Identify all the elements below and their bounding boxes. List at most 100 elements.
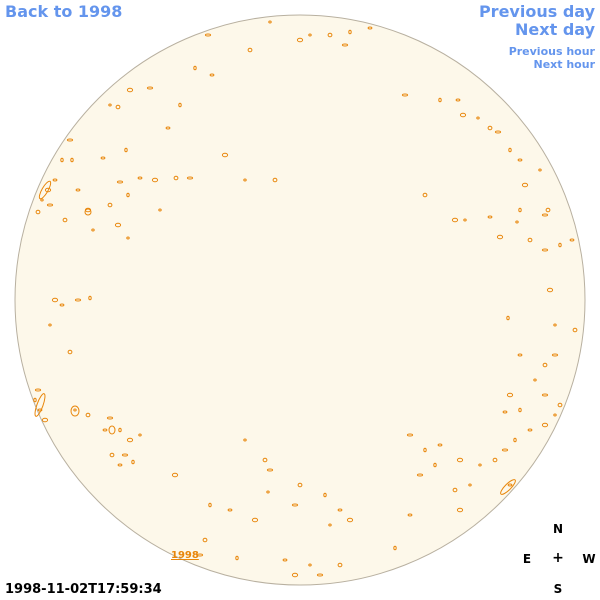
- next-hour-link[interactable]: Next hour: [533, 58, 596, 71]
- contour-blob: [367, 26, 373, 30]
- contour-blob: [221, 152, 229, 158]
- contour-blob: [243, 438, 247, 442]
- contour-blob: [323, 492, 327, 498]
- contour-blob: [146, 86, 154, 90]
- contour-blob: [508, 147, 512, 153]
- contour-blob: [73, 408, 77, 412]
- contour-blob: [131, 459, 135, 465]
- contour-blob: [541, 393, 549, 397]
- contour-blob: [468, 483, 472, 487]
- previous-day-link[interactable]: Previous day: [478, 2, 595, 21]
- contour-blob: [487, 125, 493, 131]
- contour-region: [34, 393, 46, 417]
- contour-blob: [266, 490, 270, 494]
- contour-blob: [106, 416, 114, 420]
- contour-blob: [209, 73, 215, 77]
- contour-blob: [538, 168, 542, 172]
- contour-blob: [407, 513, 413, 517]
- contour-blob: [116, 180, 124, 184]
- contour-blob: [496, 234, 504, 240]
- contour-blob: [452, 487, 458, 493]
- contour-blob: [46, 203, 54, 207]
- contour-blob: [48, 323, 52, 327]
- contour-blob: [328, 523, 332, 527]
- contour-blob: [173, 175, 179, 181]
- contour-blob: [517, 158, 523, 162]
- contour-blob: [553, 323, 557, 327]
- previous-hour-link[interactable]: Previous hour: [508, 45, 595, 58]
- contour-blob: [433, 462, 437, 468]
- contour-blob: [501, 448, 509, 452]
- contour-region: [38, 180, 52, 200]
- region-label-1998[interactable]: 1998: [171, 550, 199, 561]
- observation-timestamp: 1998-11-02T17:59:34: [5, 582, 162, 597]
- contour-blob: [517, 353, 523, 357]
- contour-blob: [34, 388, 42, 392]
- contour-blob: [70, 157, 74, 163]
- contour-blob: [546, 287, 554, 293]
- contour-blob: [62, 217, 68, 223]
- contour-blob: [126, 236, 130, 240]
- contour-blob: [291, 572, 299, 578]
- contour-blob: [393, 545, 397, 551]
- contour-blob: [492, 457, 498, 463]
- contour-blob: [542, 362, 548, 368]
- contour-blob: [74, 298, 82, 302]
- contour-blob: [308, 563, 312, 567]
- contour-blob: [88, 295, 92, 301]
- contour-region: [70, 405, 80, 417]
- contour-blob: [337, 562, 343, 568]
- contour-blob: [416, 473, 424, 477]
- contour-blob: [118, 427, 122, 433]
- contour-blob: [178, 102, 182, 108]
- contour-blob: [557, 402, 563, 408]
- magnetic-contours: [33, 20, 578, 578]
- back-to-year-link[interactable]: Back to 1998: [5, 2, 123, 21]
- compass-east: E: [522, 552, 532, 566]
- contour-blob: [459, 112, 467, 118]
- contour-blob: [266, 468, 274, 472]
- contour-blob: [558, 242, 562, 248]
- contour-blob: [126, 87, 134, 93]
- contour-blob: [109, 452, 115, 458]
- contour-blob: [341, 43, 349, 47]
- contour-blob: [527, 237, 533, 243]
- contour-blob: [59, 303, 65, 307]
- contour-blob: [455, 98, 461, 102]
- contour-blob: [202, 537, 208, 543]
- contour-blob: [456, 507, 464, 513]
- contour-blob: [438, 97, 442, 103]
- contour-blob: [100, 156, 106, 160]
- next-day-link[interactable]: Next day: [515, 20, 595, 39]
- contour-blob: [151, 177, 159, 183]
- contour-blob: [463, 218, 467, 222]
- contour-blob: [114, 222, 122, 228]
- contour-blob: [196, 553, 204, 557]
- contour-blob: [51, 297, 59, 303]
- compass-west: W: [582, 552, 596, 566]
- contour-blob: [551, 353, 559, 357]
- contour-blob: [348, 29, 352, 35]
- contour-blob: [296, 37, 304, 43]
- contour-blob: [422, 192, 428, 198]
- contour-blob: [487, 215, 493, 219]
- contour-blob: [115, 104, 121, 110]
- contour-blob: [541, 422, 549, 428]
- contour-region: [500, 479, 516, 495]
- contour-blob: [316, 573, 324, 577]
- contour-blob: [494, 130, 502, 134]
- contour-blob: [85, 412, 91, 418]
- contour-blob: [137, 176, 143, 180]
- contour-blob: [308, 33, 312, 37]
- contour-blob: [262, 457, 268, 463]
- contour-region: [84, 208, 92, 216]
- contour-blob: [513, 437, 517, 443]
- contour-blob: [337, 508, 343, 512]
- contour-blob: [541, 213, 549, 217]
- contour-blob: [171, 472, 179, 478]
- contour-blob: [506, 392, 514, 398]
- contour-blob: [553, 413, 557, 417]
- contour-blob: [272, 177, 278, 183]
- contour-blob: [268, 20, 272, 24]
